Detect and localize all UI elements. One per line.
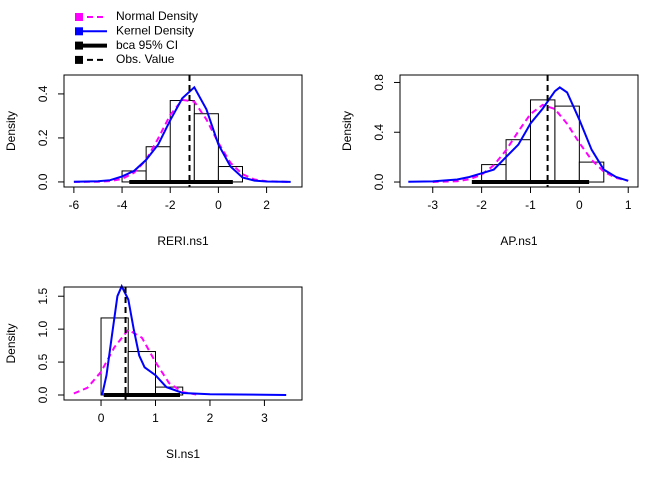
hist-bar [127,351,156,396]
legend-label: bca 95% CI [116,38,178,52]
hist-bar [554,105,580,183]
x-tick-label: 2 [263,198,270,212]
hist-bar [505,139,531,183]
x-tick-label: 0 [576,198,583,212]
x-tick-label: -1 [525,198,536,212]
density-curve [408,86,629,183]
x-tick-label: 1 [625,198,632,212]
density-curve [73,85,291,183]
y-tick-label: 0.0 [36,386,50,403]
x-tick-label: -6 [69,198,80,212]
plot-box [63,74,303,188]
plot-box [63,286,303,401]
x-axis-label: AP.ns1 [500,234,537,248]
plot-box [399,74,639,188]
x-axis-label: RERI.ns1 [157,234,209,248]
y-axis-label: Density [340,111,354,151]
x-tick-label: 0 [98,411,105,425]
y-tick-label: 0.2 [36,129,50,146]
x-tick-label: 2 [207,411,214,425]
hist-bar [481,164,507,183]
x-tick-label: 0 [215,198,222,212]
y-tick-label: 0.4 [372,124,386,141]
y-tick-label: 0.5 [36,353,50,370]
density-curve [101,283,287,396]
legend-label: Normal Density [116,9,198,23]
hist-bar [145,146,171,183]
x-tick-label: -2 [165,198,176,212]
hist-bar [578,161,605,183]
density-curve [73,98,291,183]
density-curve [432,103,629,183]
x-tick-label: 1 [152,411,159,425]
y-axis-label: Density [4,111,18,151]
y-tick-label: 1.5 [36,288,50,305]
y-axis-label: Density [4,323,18,363]
y-tick-label: 0.8 [372,74,386,91]
legend-label: Kernel Density [116,23,194,37]
y-tick-label: 0.4 [36,85,50,102]
legend-label: Obs. Value [116,52,175,66]
x-tick-label: 3 [261,411,268,425]
x-tick-label: -4 [117,198,128,212]
y-tick-label: 1.0 [36,320,50,337]
y-tick-label: 0.0 [372,173,386,190]
y-tick-label: 0.0 [36,173,50,190]
x-tick-label: -3 [427,198,438,212]
x-tick-label: -2 [476,198,487,212]
x-axis-label: SI.ns1 [166,447,200,461]
hist-bar [193,113,219,183]
